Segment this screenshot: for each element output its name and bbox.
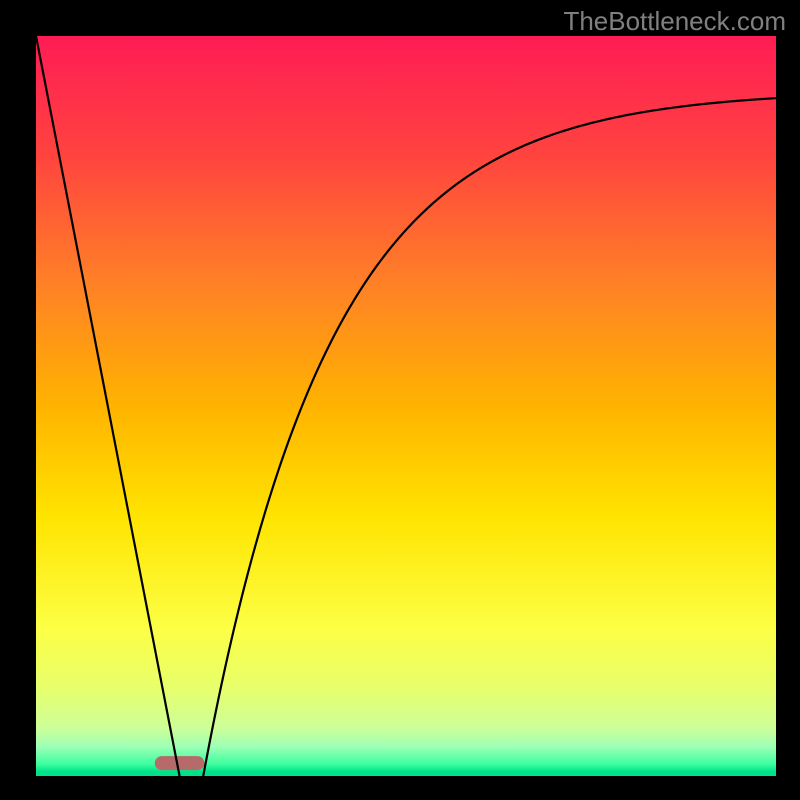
chart-svg (0, 0, 800, 800)
watermark-text: TheBottleneck.com (563, 6, 786, 37)
plot-background (36, 36, 776, 776)
bottleneck-marker (155, 756, 205, 770)
chart-container: TheBottleneck.com (0, 0, 800, 800)
